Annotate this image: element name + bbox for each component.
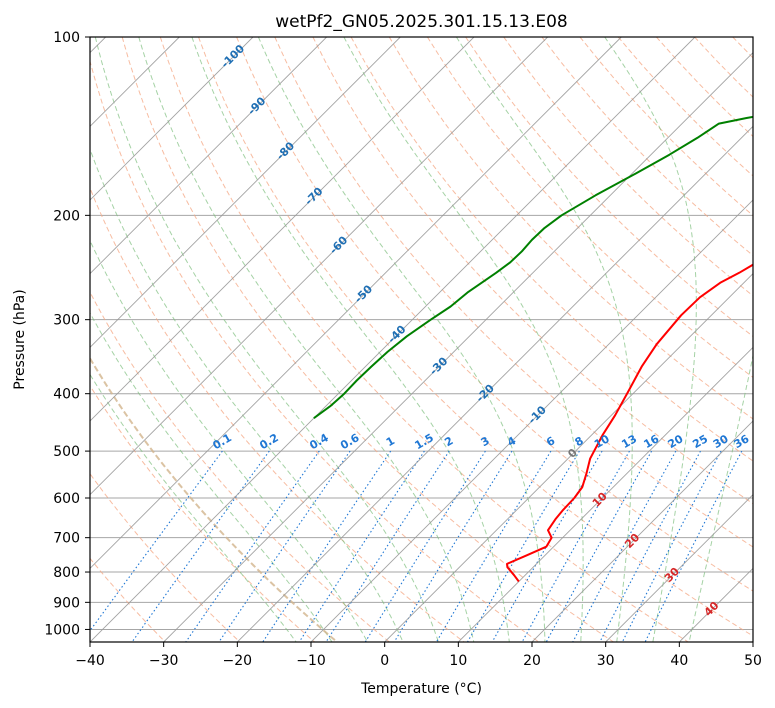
isotherm-line [90, 37, 475, 422]
y-tick-label: 700 [53, 531, 80, 547]
y-tick-label: 900 [53, 595, 80, 611]
axis-ticks: −40 −30 −20 −10 0 10 20 30 40 50 100 200 300 400 500 60… [44, 30, 762, 669]
isotherm-line [90, 37, 696, 642]
x-tick-label: −10 [296, 653, 326, 669]
isotherm-line [90, 37, 254, 201]
isotherm-line [90, 37, 548, 496]
moist-adiabat-line [604, 37, 697, 642]
y-tick-label: 200 [53, 208, 80, 224]
dewpoint-trace [313, 115, 753, 420]
temperature-trace [506, 263, 753, 583]
isotherm-line [90, 37, 401, 348]
moist-adiabat-line [90, 373, 297, 642]
mixing-ratio-line [521, 450, 630, 642]
moist-adiabat-line [138, 37, 475, 642]
dry-adiabat-line [121, 37, 614, 642]
dry-adiabat-line [90, 291, 390, 642]
background-lines [90, 37, 753, 642]
y-tick-label: 400 [53, 387, 80, 403]
mixing-ratio-line [491, 450, 603, 642]
chart-title: wetPf2_GN05.2025.301.15.13.E08 [275, 12, 567, 32]
y-tick-label: 100 [53, 30, 80, 46]
y-tick-label: 1000 [44, 622, 80, 638]
mixing-ratio-line [599, 450, 701, 642]
dry-adiabat-line [426, 37, 753, 378]
mixing-ratio-line [185, 450, 320, 642]
x-tick-label: 10 [449, 653, 467, 669]
isotherm-line [237, 125, 753, 642]
x-tick-label: 20 [523, 653, 541, 669]
plot-frame [89, 36, 754, 643]
isotherm-line [531, 420, 753, 642]
isotherm-line [384, 273, 753, 642]
y-tick-label: 500 [53, 444, 80, 460]
y-axis-label: Pressure (hPa) [12, 289, 28, 389]
x-tick-label: −40 [75, 653, 105, 669]
moist-adiabat-line [191, 37, 510, 642]
y-tick-label: 800 [53, 565, 80, 581]
moist-adiabat-line [90, 239, 369, 642]
mixing-ratio-line [572, 450, 677, 642]
y-tick-label: 300 [53, 313, 80, 329]
isotherm-line [605, 494, 753, 642]
x-tick-label: 40 [670, 653, 688, 669]
moist-adiabat-line [688, 353, 753, 642]
x-tick-label: 50 [744, 653, 762, 669]
dry-adiabat-line [503, 37, 753, 297]
x-tick-label: −30 [149, 653, 179, 669]
moist-adiabat-line [257, 37, 546, 642]
moist-adiabat-line [343, 37, 584, 642]
dry-adiabat-line [90, 472, 241, 642]
isotherm-line [163, 52, 753, 642]
mixing-ratio-line [218, 450, 351, 642]
mixing-ratio-line [545, 450, 653, 642]
dry-adiabat-line [465, 37, 753, 338]
mixing-ratio-line [621, 450, 722, 642]
moist-adiabat-line [90, 147, 404, 642]
mixing-ratio-line [90, 450, 223, 632]
mixing-ratio-line [298, 450, 425, 642]
dry-adiabat-line [90, 384, 316, 642]
moist-adiabat-line [94, 37, 439, 642]
mixing-ratio-line [262, 450, 392, 642]
isotherm-line [310, 199, 753, 642]
isotherm-line [458, 346, 753, 642]
reference-adiabat-line [90, 356, 338, 642]
dry-adiabat-line [388, 37, 753, 420]
isotherm-line [90, 37, 622, 569]
moist-adiabat-line [90, 311, 333, 642]
dry-adiabat-line [350, 37, 753, 462]
dry-adiabat-line [274, 37, 753, 548]
x-tick-label: −20 [223, 653, 253, 669]
dry-adiabat-line [236, 37, 753, 592]
profile-traces [313, 115, 753, 583]
isotherm-line [90, 37, 327, 275]
dry-adiabat-line [90, 186, 465, 642]
x-tick-label: 0 [380, 653, 389, 669]
y-tick-label: 600 [53, 491, 80, 507]
x-axis-label: Temperature (°C) [360, 681, 482, 697]
dry-adiabat-line [159, 37, 689, 642]
mixing-ratio-line [644, 450, 743, 642]
x-tick-label: 30 [597, 653, 615, 669]
dry-adiabat-line [90, 59, 540, 642]
